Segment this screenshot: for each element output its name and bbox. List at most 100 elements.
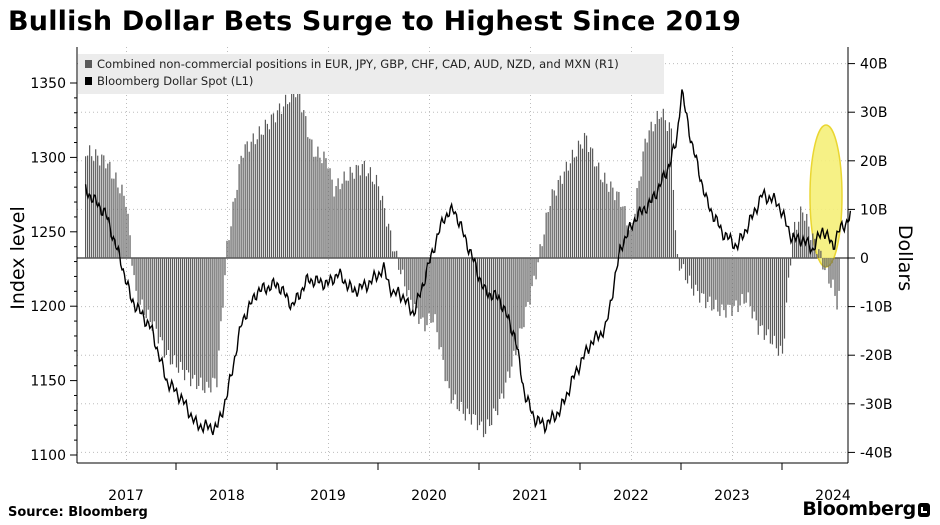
bar bbox=[355, 164, 357, 258]
bar bbox=[834, 258, 836, 296]
bar bbox=[293, 93, 295, 258]
bar bbox=[321, 163, 323, 258]
bar bbox=[646, 142, 648, 258]
bar-series bbox=[85, 82, 840, 438]
bar bbox=[579, 144, 582, 258]
bar bbox=[701, 258, 703, 294]
bar bbox=[602, 182, 604, 258]
bar bbox=[388, 223, 390, 258]
legend-label-line: Bloomberg Dollar Spot (L1) bbox=[97, 74, 253, 88]
bar bbox=[715, 258, 717, 300]
right-tick-label: 40B bbox=[860, 57, 887, 73]
bar bbox=[533, 258, 535, 276]
bar bbox=[270, 114, 273, 258]
bar bbox=[367, 173, 369, 258]
bar bbox=[741, 258, 743, 295]
right-tick-label: 30B bbox=[860, 105, 887, 121]
bar bbox=[711, 258, 713, 311]
legend-box: Combined non-commercial positions in EUR… bbox=[78, 54, 664, 94]
bar bbox=[165, 258, 167, 355]
legend-swatch-line bbox=[85, 77, 92, 85]
bar bbox=[454, 258, 456, 395]
bar bbox=[412, 258, 414, 313]
bar bbox=[404, 258, 406, 287]
bar bbox=[196, 258, 198, 390]
bar bbox=[410, 258, 412, 300]
bar bbox=[466, 258, 468, 409]
bar bbox=[674, 230, 677, 258]
bar bbox=[583, 132, 586, 258]
x-tick-label: 2023 bbox=[714, 488, 750, 504]
bar bbox=[666, 131, 668, 258]
bar bbox=[792, 232, 794, 258]
bar bbox=[133, 258, 135, 276]
bar bbox=[604, 172, 606, 258]
bar bbox=[280, 113, 283, 258]
bar bbox=[525, 258, 527, 307]
bar bbox=[521, 258, 523, 329]
bar bbox=[123, 195, 125, 258]
bar bbox=[181, 258, 184, 370]
bar bbox=[163, 258, 165, 358]
right-tick-label: -40B bbox=[860, 445, 892, 461]
bar bbox=[274, 122, 277, 258]
legend-swatch-bars bbox=[85, 60, 92, 68]
bar bbox=[396, 250, 398, 258]
bar bbox=[662, 108, 664, 258]
bar bbox=[345, 180, 347, 258]
right-axis-ticks: -40B -30B -20B -10B 0 10B 20B 30B 40B bbox=[848, 57, 892, 461]
bar bbox=[446, 258, 448, 382]
bar bbox=[618, 191, 620, 258]
bar bbox=[272, 113, 275, 258]
bar bbox=[802, 212, 804, 258]
bar bbox=[828, 258, 830, 284]
bar bbox=[129, 235, 131, 258]
bar bbox=[208, 258, 210, 388]
bar bbox=[816, 254, 818, 258]
bar bbox=[620, 206, 622, 258]
bar bbox=[351, 172, 353, 258]
bar bbox=[470, 258, 473, 425]
bar bbox=[230, 226, 232, 258]
bar bbox=[278, 103, 281, 258]
bar bbox=[220, 258, 222, 322]
bar bbox=[93, 161, 95, 258]
bar bbox=[371, 181, 374, 258]
bar bbox=[654, 124, 656, 258]
bar bbox=[145, 258, 147, 319]
bar bbox=[192, 258, 194, 379]
bar bbox=[697, 258, 699, 292]
bar bbox=[183, 258, 186, 381]
bar bbox=[577, 140, 580, 258]
bar bbox=[151, 258, 153, 331]
x-tick-label: 2024 bbox=[815, 488, 851, 504]
legend-label-bars: Combined non-commercial positions in EUR… bbox=[97, 57, 619, 71]
bar bbox=[622, 206, 624, 258]
bar bbox=[155, 258, 157, 329]
bar bbox=[787, 258, 790, 278]
bar bbox=[301, 112, 303, 258]
bar bbox=[442, 258, 444, 360]
bar bbox=[432, 258, 434, 323]
bar bbox=[484, 258, 487, 434]
bar bbox=[400, 258, 402, 275]
bar bbox=[563, 171, 565, 258]
bar bbox=[228, 240, 230, 258]
bar bbox=[721, 258, 723, 305]
bar bbox=[202, 258, 204, 391]
bar bbox=[171, 258, 174, 365]
bar bbox=[107, 163, 109, 258]
bar bbox=[87, 155, 89, 258]
bar bbox=[414, 258, 416, 304]
bar bbox=[723, 258, 725, 311]
bar bbox=[313, 156, 315, 258]
left-tick-label: 1300 bbox=[30, 150, 66, 166]
bar bbox=[424, 258, 426, 332]
bar bbox=[594, 166, 596, 258]
bar bbox=[353, 178, 355, 258]
bar bbox=[244, 144, 246, 258]
bar bbox=[95, 149, 97, 258]
bar bbox=[266, 123, 268, 258]
bar bbox=[250, 141, 252, 258]
